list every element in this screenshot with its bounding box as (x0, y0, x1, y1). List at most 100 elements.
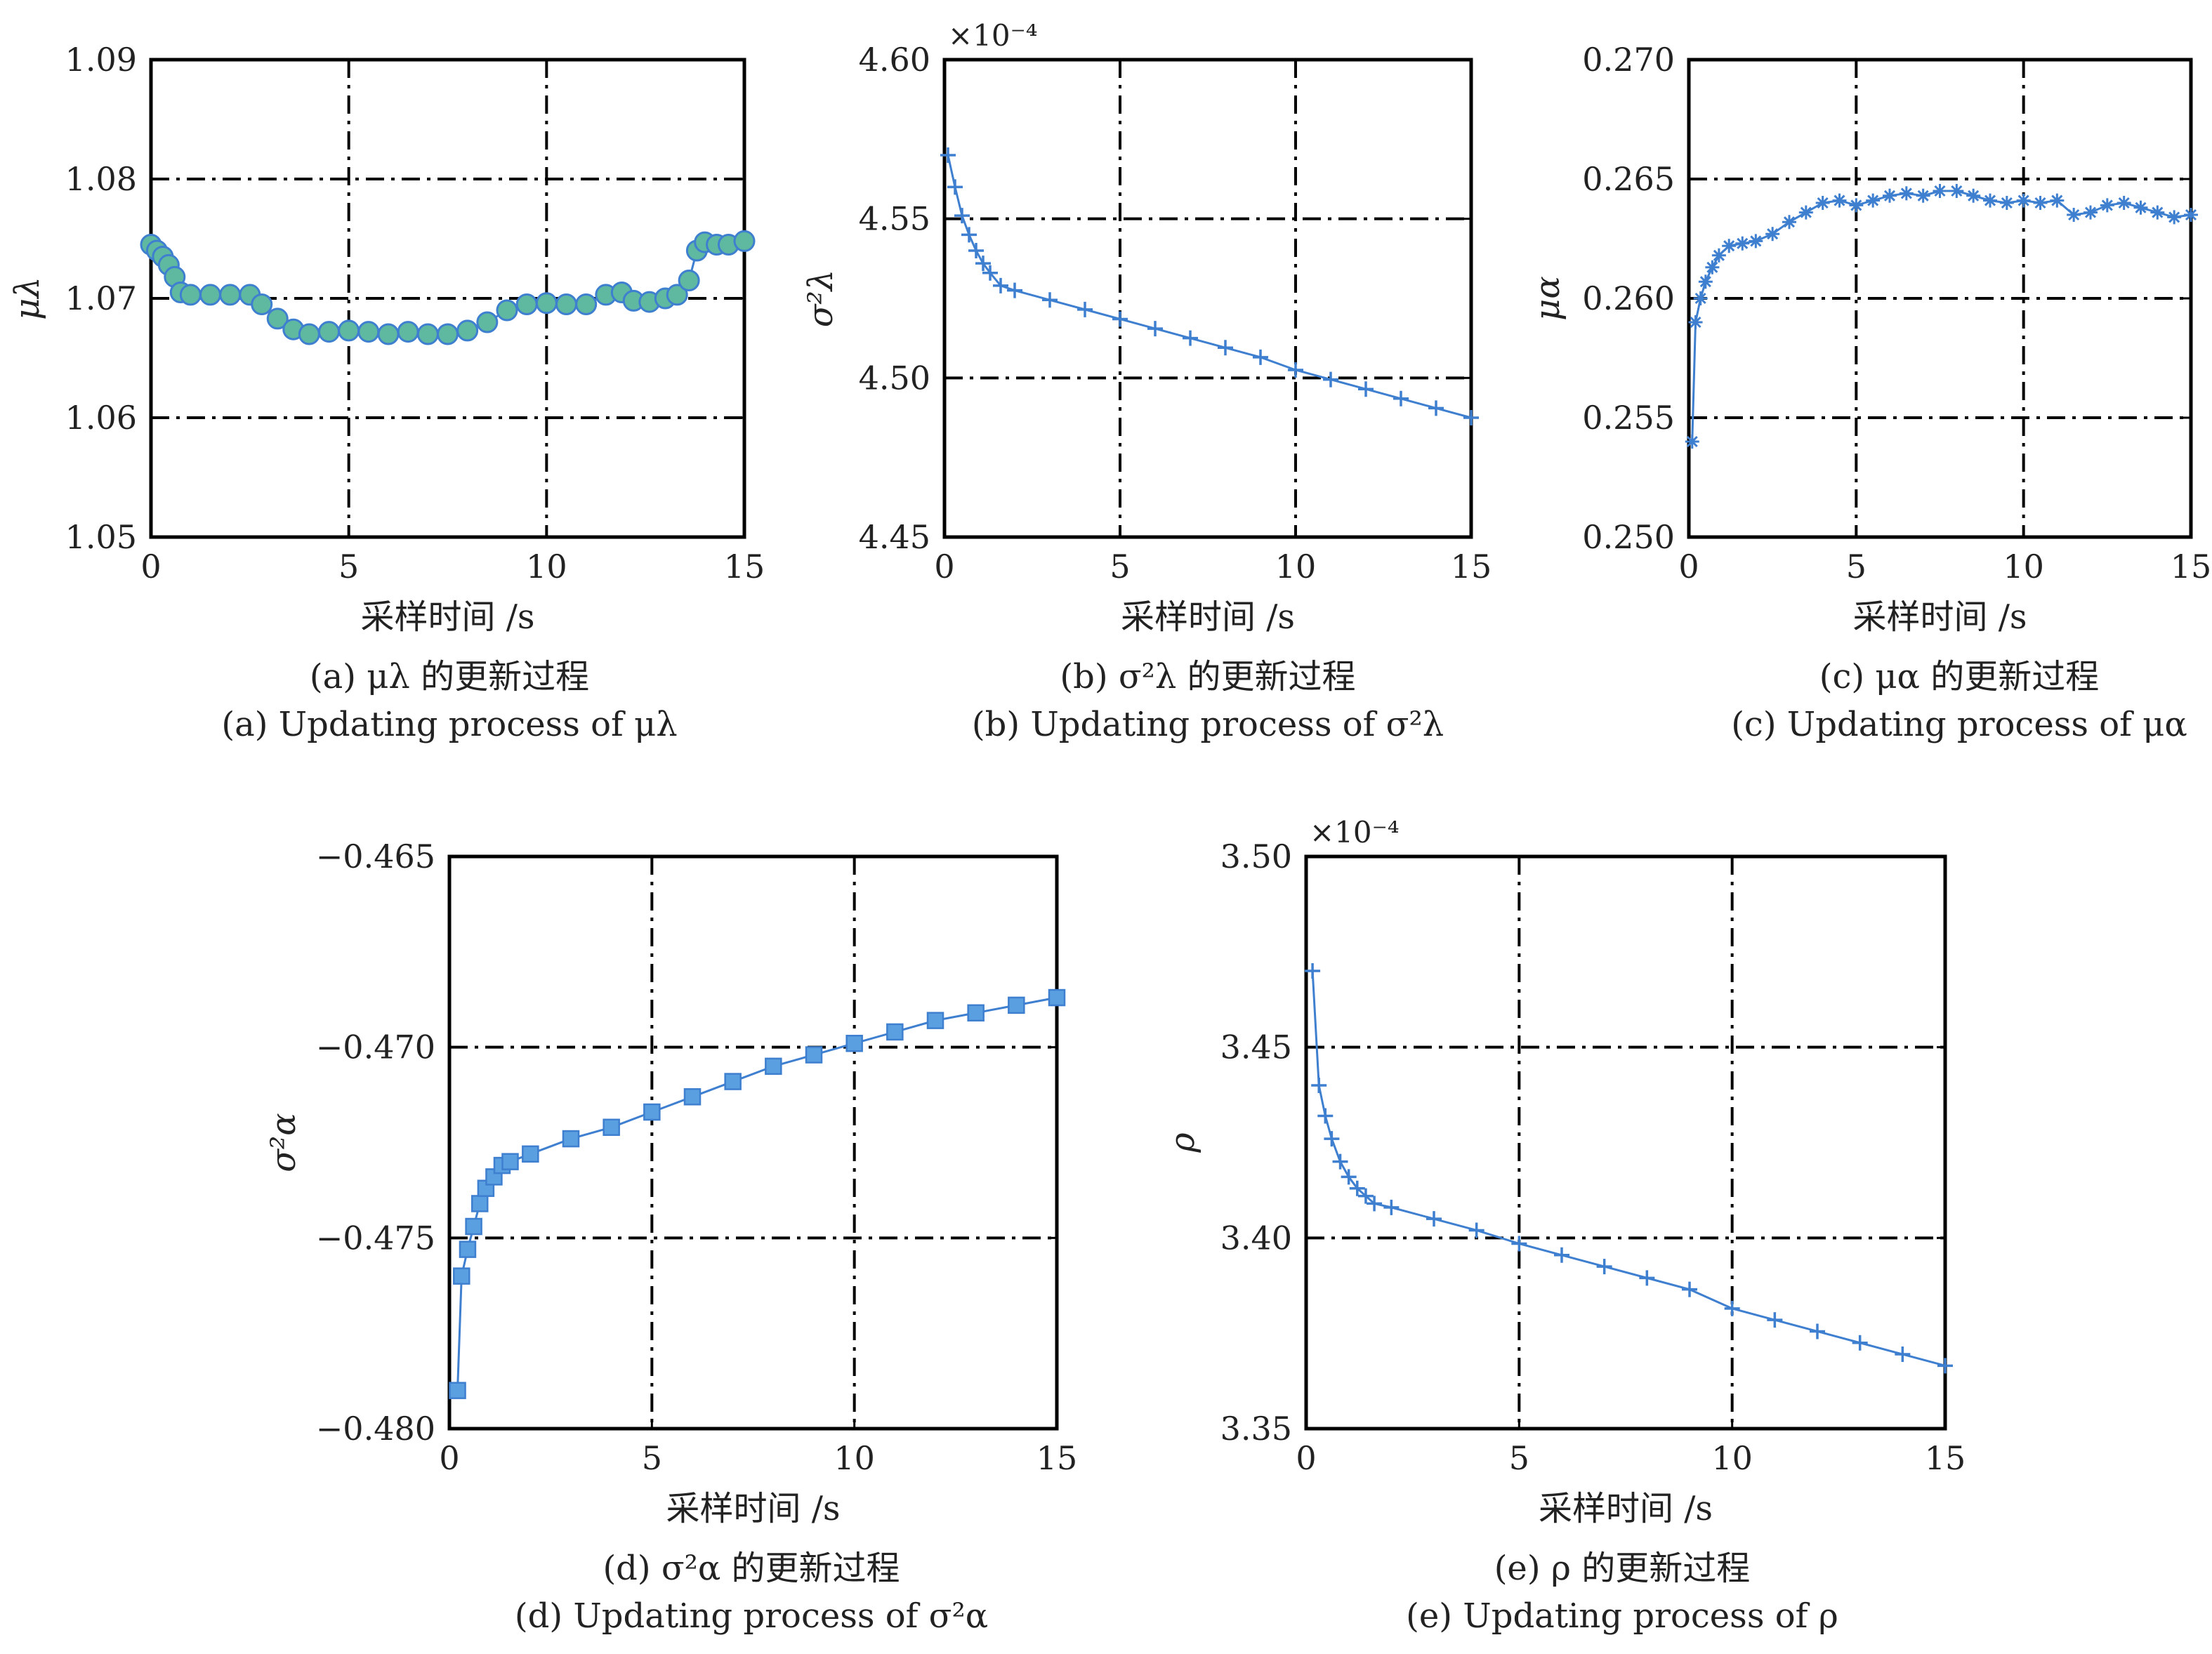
caption-cn: (a) μλ 的更新过程 (310, 657, 589, 696)
x-tick-label: 10 (2003, 548, 2044, 585)
x-tick-label: 0 (934, 548, 954, 585)
data-point (845, 1034, 863, 1052)
data-point (1311, 1078, 1327, 1093)
x-tick-label: 5 (338, 548, 359, 585)
data-point (643, 1103, 661, 1121)
series-line (150, 239, 745, 336)
data-point (179, 284, 202, 306)
data-point (416, 323, 439, 345)
y-axis-label: σ²λ (801, 270, 841, 327)
data-point (1933, 184, 1947, 198)
data-point (1007, 282, 1022, 298)
data-point (886, 1023, 904, 1041)
data-point (1463, 410, 1479, 425)
data-point (1682, 1281, 1697, 1297)
data-point (471, 1195, 489, 1212)
data-point (1688, 315, 1703, 329)
y-tick-label: 3.50 (1220, 838, 1292, 875)
y-tick-label: 4.50 (859, 359, 930, 397)
x-tick-label: 15 (1451, 548, 1492, 585)
data-point (318, 321, 340, 343)
data-point (459, 1240, 477, 1258)
data-point (1949, 184, 1964, 198)
series-line (456, 996, 1058, 1391)
x-tick-label: 5 (642, 1439, 662, 1477)
data-point (1112, 311, 1128, 327)
data-point (501, 1153, 519, 1170)
data-point (1765, 227, 1780, 242)
series-markers (140, 230, 756, 345)
data-point (1767, 1312, 1783, 1328)
data-point (666, 284, 688, 306)
data-point (1983, 193, 1997, 208)
data-point (1468, 1222, 1484, 1238)
y-tick-label: −0.475 (316, 1219, 435, 1257)
data-point (947, 179, 963, 195)
x-axis-label: 采样时间 /s (666, 1489, 840, 1528)
caption-cn: (e) ρ 的更新过程 (1494, 1549, 1751, 1588)
data-point (765, 1057, 782, 1076)
caption-en: (c) Updating process of μα (1731, 705, 2187, 744)
x-tick-label: 15 (1036, 1439, 1078, 1477)
data-point (1183, 330, 1198, 346)
data-point (1596, 1259, 1612, 1275)
data-point (1393, 390, 1409, 406)
caption-cn: (c) μα 的更新过程 (1819, 657, 2099, 696)
caption-en: (a) Updating process of μλ (221, 705, 677, 744)
x-axis-label: 采样时间 /s (360, 597, 534, 637)
data-point (733, 230, 756, 252)
data-point (954, 208, 970, 224)
caption-en: (e) Updating process of ρ (1406, 1596, 1838, 1636)
y-tick-label: 3.40 (1220, 1219, 1292, 1257)
data-point (926, 1012, 944, 1029)
x-axis-label: 采样时间 /s (1121, 597, 1295, 637)
data-point (993, 277, 1008, 293)
data-point (1883, 188, 1897, 203)
plot-frame (942, 58, 1473, 539)
x-tick-label: 0 (439, 1439, 459, 1477)
data-point (1323, 371, 1338, 388)
y-tick-label: 4.55 (859, 200, 930, 238)
y-tick-label: −0.480 (316, 1410, 435, 1448)
data-point (1798, 205, 1813, 220)
x-axis-label: 采样时间 /s (1852, 597, 2027, 637)
data-point (1916, 188, 1930, 203)
data-point (961, 227, 977, 243)
x-tick-label: 5 (1509, 1439, 1529, 1477)
series-line (1311, 970, 1946, 1367)
series-line (947, 154, 1472, 419)
data-point (1782, 215, 1796, 230)
chart-c: 0 5 10 15 0.250 0.255 0.260 0.265 0.270 采样时间 /s μα… (1528, 41, 2211, 744)
data-point (1324, 1131, 1340, 1147)
data-point (575, 293, 598, 315)
x-tick-label: 15 (2171, 548, 2212, 585)
x-tick-label: 10 (1275, 548, 1317, 585)
data-point (1349, 1180, 1365, 1196)
data-point (449, 1382, 466, 1399)
y-tick-label: 0.250 (1582, 518, 1675, 556)
data-point (940, 147, 956, 163)
data-point (1332, 1153, 1348, 1170)
data-point (1852, 1335, 1868, 1351)
y-tick-label: −0.465 (316, 838, 435, 875)
data-point (266, 307, 289, 330)
data-point (1317, 1108, 1334, 1124)
data-point (2116, 196, 2131, 210)
data-point (562, 1130, 580, 1148)
data-point (251, 293, 273, 315)
data-point (1218, 340, 1233, 356)
data-point (1722, 239, 1737, 253)
data-point (515, 293, 538, 315)
data-point (1999, 196, 2014, 210)
data-point (465, 1217, 482, 1236)
data-point (724, 1073, 742, 1090)
series-line (1691, 190, 2192, 442)
data-point (1426, 1211, 1442, 1227)
data-point (1966, 188, 1981, 203)
y-axis-label: μα (1528, 276, 1567, 321)
y-tick-label: 1.05 (65, 518, 137, 556)
data-point (456, 319, 479, 342)
x-tick-label: 5 (1110, 548, 1130, 585)
data-point (1383, 1199, 1400, 1215)
data-point (1253, 349, 1268, 365)
